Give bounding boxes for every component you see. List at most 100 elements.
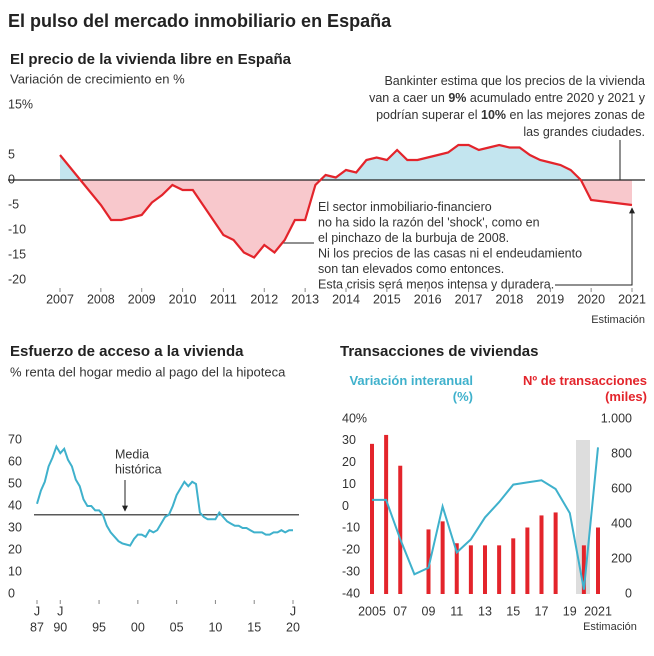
y-tick-label: 15% [8, 97, 33, 111]
y-tick-label: 5 [8, 147, 15, 161]
bar [398, 465, 403, 594]
y-tick-label: 70 [8, 432, 22, 446]
chart-title: Transacciones de viviendas [340, 343, 538, 360]
bar [370, 443, 374, 594]
x-tick-label: 2007 [46, 292, 74, 306]
reference-label: Media [115, 447, 149, 461]
y-tick-label: -10 [342, 521, 360, 535]
annotation-arrow [555, 207, 635, 286]
bar [581, 545, 586, 594]
y-tick-label: 10 [8, 564, 22, 578]
x-tick-label: 2021 [584, 604, 612, 618]
y2-tick-label: 400 [611, 516, 632, 530]
annotation-line: podrían superar el 10% en las mejores zo… [376, 108, 645, 122]
annotation-line: El sector inmobiliario-financiero [318, 200, 492, 214]
y-tick-label: 40% [342, 411, 367, 425]
y2-tick-label: 0 [625, 586, 632, 600]
x-tick-label: 15 [247, 620, 261, 634]
annotation-line: son tan elevados como entonces. [318, 262, 504, 276]
y-tick-label: 0 [8, 586, 15, 600]
bar [596, 527, 600, 594]
x-tick-label: 2021 [618, 292, 646, 306]
y-tick-label: 20 [342, 455, 356, 469]
legend-label: Variación interanual (%) [349, 373, 473, 404]
y-tick-label: 30 [8, 520, 22, 534]
x-tick-label: 2012 [250, 292, 278, 306]
x-tick-label: 2010 [169, 292, 197, 306]
x-tick-label: 17 [535, 604, 549, 618]
annotation-line: Esta crisis será menos intensa y durader… [318, 278, 554, 292]
variation-line [372, 447, 599, 590]
area-above [60, 145, 632, 180]
x-tick-label: 15 [506, 604, 520, 618]
x-tick-label: 10 [208, 620, 222, 634]
annotation-line: Ni los precios de las casas ni el endeud… [318, 247, 582, 261]
y-tick-label: 0 [342, 499, 349, 513]
y-tick-label: -15 [8, 247, 26, 261]
x-tick-label: 2016 [414, 292, 442, 306]
annotation-text: no ha sido la razón del 'shock', como en [318, 216, 540, 230]
annotation-line: el pinchazo de la burbuja de 2008. [318, 231, 509, 245]
x-tick-label: 11 [450, 604, 463, 618]
y-tick-label: -40 [342, 586, 360, 600]
y-tick-label: 10 [342, 477, 356, 491]
annotation-text: podrían superar el [376, 108, 481, 122]
x-tick-label: 19 [563, 604, 577, 618]
x-tick-label: 2020 [577, 292, 605, 306]
x-tick-month: J [57, 604, 63, 618]
bar [553, 512, 558, 594]
bar [454, 543, 459, 594]
y2-tick-label: 800 [611, 446, 632, 460]
annotation-line: las grandes ciudades. [523, 125, 645, 139]
bar [483, 545, 487, 594]
effort-line [36, 444, 293, 547]
annotation-text: el pinchazo de la burbuja de 2008. [318, 231, 509, 245]
x-tick-label: 2014 [332, 292, 360, 306]
reference-label: histórica [115, 462, 162, 476]
x-tick-label: 2011 [210, 292, 237, 306]
x-tick-month: J [290, 604, 296, 618]
annotation-text: en las mejores zonas de [506, 108, 645, 122]
x-tick-label: 05 [170, 620, 184, 634]
bar [440, 521, 445, 594]
chart-subtitle: % renta del hogar medio al pago del la h… [10, 364, 286, 379]
legend-label: Nº de transacciones (miles) [523, 373, 647, 404]
bar [511, 538, 516, 594]
x-tick-label: 2017 [455, 292, 483, 306]
annotation-text: Ni los precios de las casas ni el endeud… [318, 247, 582, 261]
x-tick-label: 07 [393, 604, 407, 618]
x-tick-label: 20 [286, 620, 300, 634]
x-tick-label: 09 [422, 604, 436, 618]
y-tick-label: 40 [8, 498, 22, 512]
y-tick-label: -20 [8, 272, 26, 286]
x-note: Estimación [583, 621, 637, 633]
area-below [60, 180, 632, 258]
y2-tick-label: 200 [611, 551, 632, 565]
y-tick-label: 30 [342, 433, 356, 447]
y-tick-label: 50 [8, 476, 22, 490]
x-tick-label: 95 [92, 620, 106, 634]
x-tick-label: 2013 [291, 292, 319, 306]
x-tick-label: 90 [53, 620, 67, 634]
y-tick-label: -20 [342, 543, 360, 557]
y-tick-label: 60 [8, 454, 22, 468]
x-tick-label: 00 [131, 620, 145, 634]
x-tick-label: 2008 [87, 292, 115, 306]
chart-subtitle: Variación de crecimiento en % [10, 71, 185, 86]
y-tick-label: 20 [8, 542, 22, 556]
annotation-text: van a caer un [369, 91, 448, 105]
x-tick-label: 2019 [536, 292, 564, 306]
bar [468, 545, 473, 594]
annotation-text: las grandes ciudades. [523, 125, 645, 139]
annotation-line: no ha sido la razón del 'shock', como en [318, 216, 540, 230]
chart-title: El precio de la vivienda libre en España [10, 51, 292, 68]
y-tick-label: -30 [342, 564, 360, 578]
bar [497, 545, 502, 594]
x-tick-label: 2005 [358, 604, 386, 618]
chart-title: Esfuerzo de acceso a la vivienda [10, 343, 244, 360]
x-tick-month: J [34, 604, 40, 618]
price-line [59, 143, 633, 259]
annotation-text: Esta crisis será menos intensa y durader… [318, 278, 554, 292]
